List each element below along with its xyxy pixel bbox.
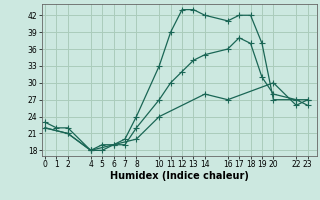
X-axis label: Humidex (Indice chaleur): Humidex (Indice chaleur) xyxy=(110,171,249,181)
